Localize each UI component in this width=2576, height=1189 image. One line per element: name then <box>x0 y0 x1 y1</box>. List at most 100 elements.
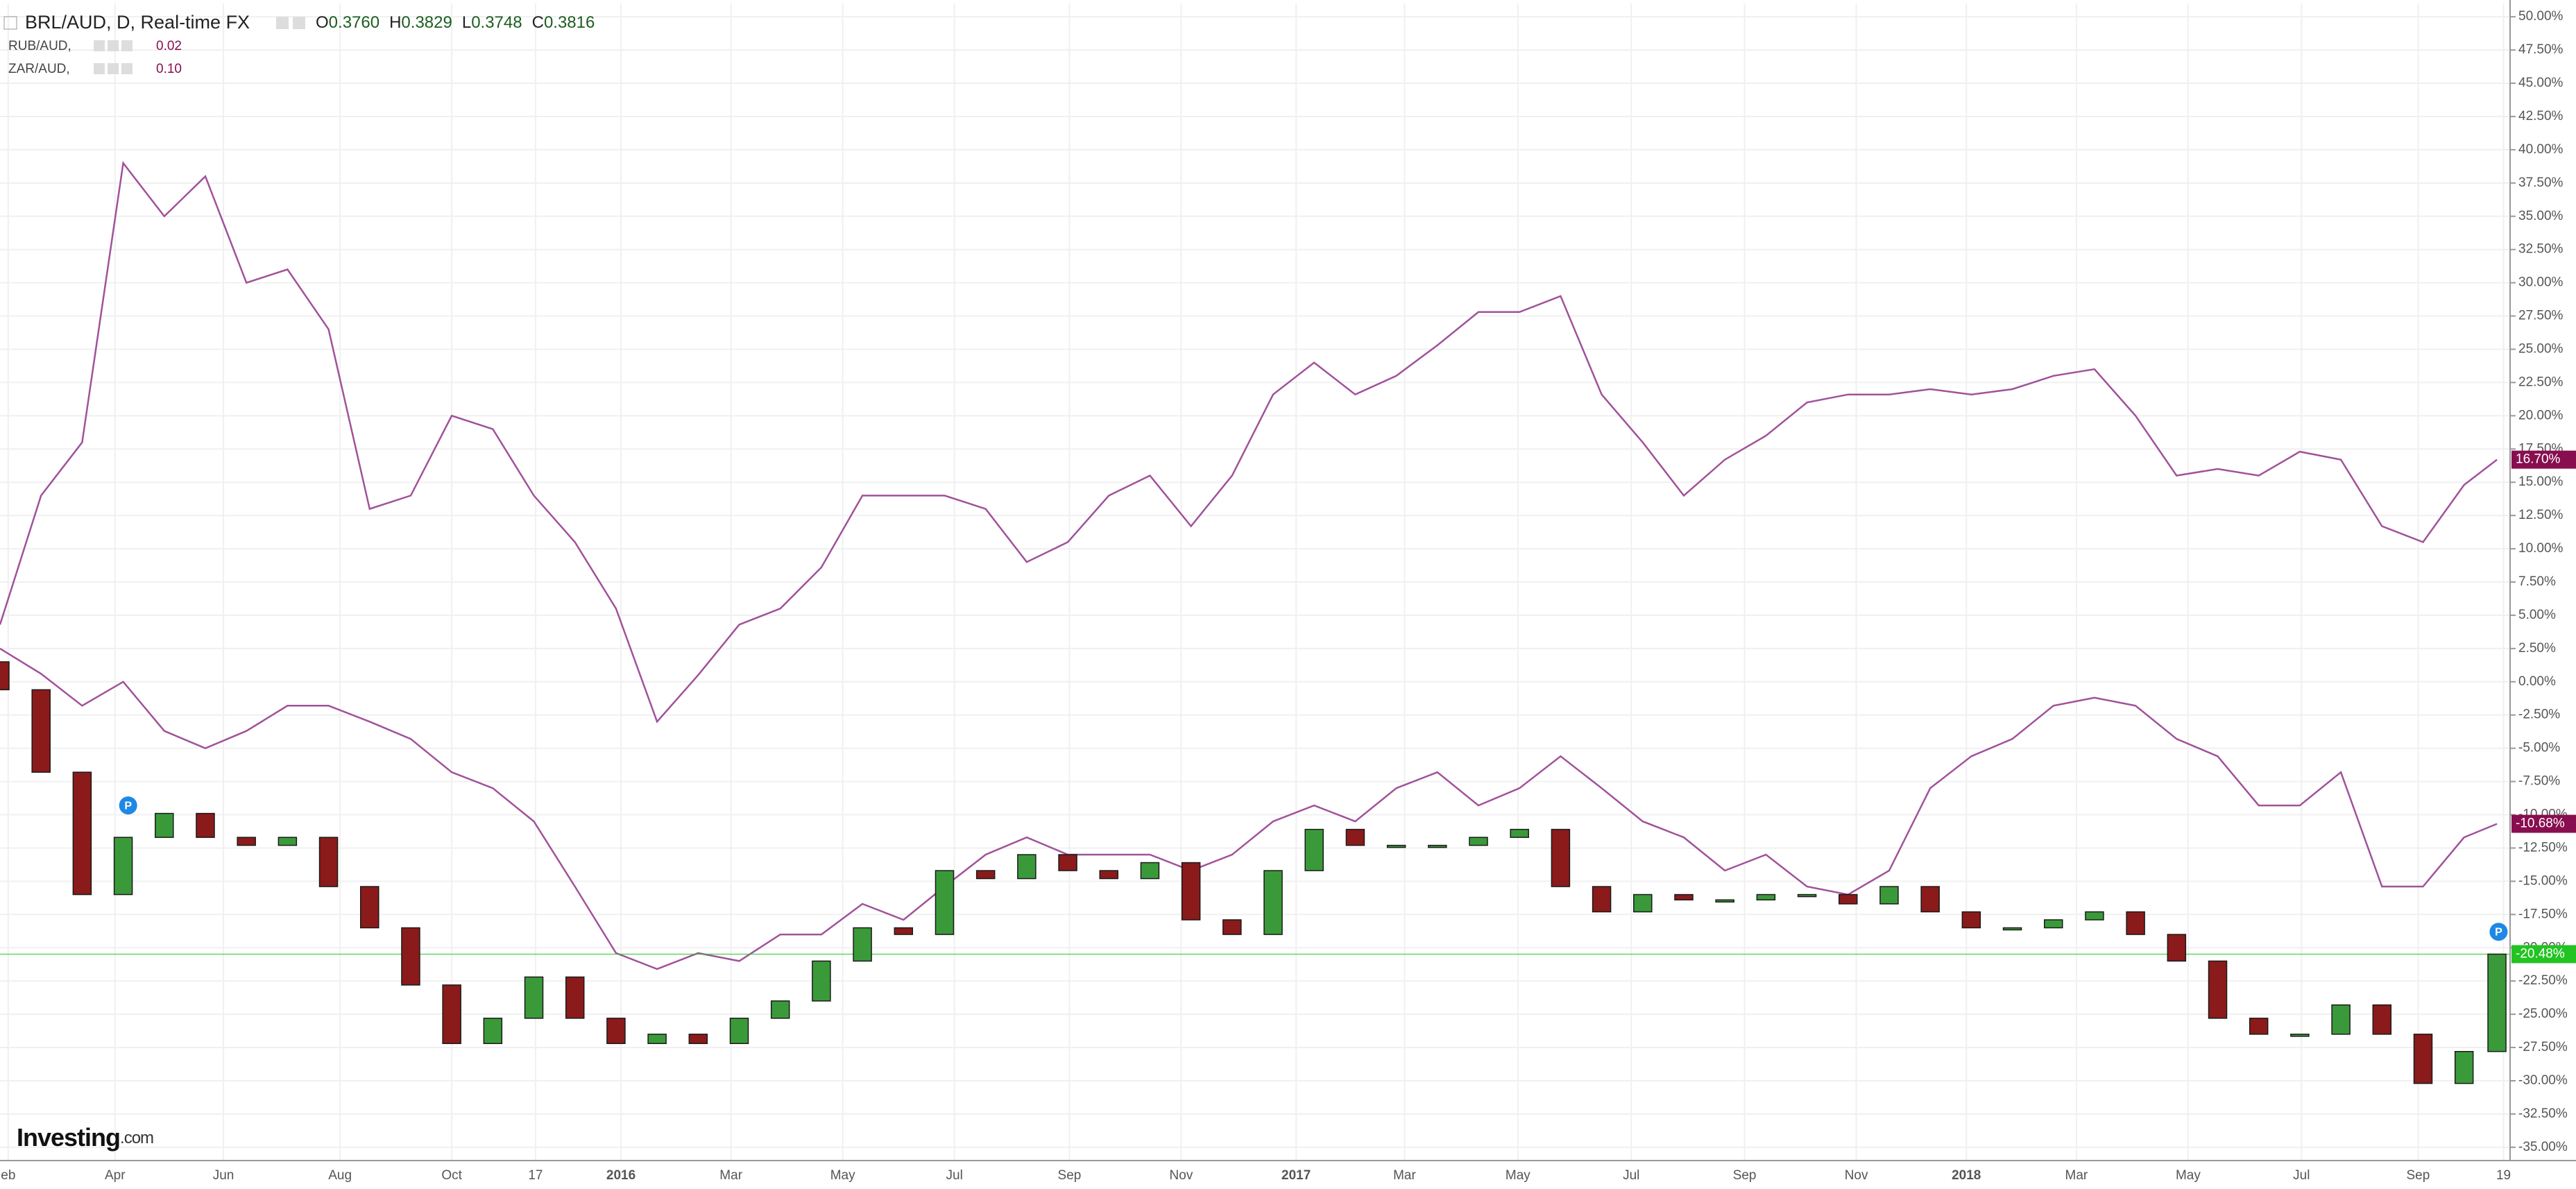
y-tick-label: -7.50% <box>2518 774 2560 789</box>
candle <box>1510 828 1529 838</box>
ohlc-value: 0.3748 <box>471 13 522 32</box>
candle <box>2249 1018 2269 1035</box>
price-tag <box>2511 450 2576 469</box>
ohlc-value: 0.3760 <box>329 13 379 32</box>
candle <box>812 960 831 1002</box>
legend-icon[interactable] <box>108 40 119 51</box>
logo-suffix: .com <box>120 1129 153 1147</box>
candle <box>1099 870 1119 880</box>
legend-value: 0.02 <box>156 39 182 53</box>
candle <box>565 976 585 1019</box>
legend-icon[interactable] <box>94 63 105 74</box>
candle <box>1058 854 1077 871</box>
y-tick-label: 37.50% <box>2518 176 2564 190</box>
candle <box>278 837 298 846</box>
legend-icon[interactable] <box>121 40 133 51</box>
candle <box>2487 953 2507 1052</box>
candle <box>483 1018 503 1045</box>
event-marker-label: P <box>124 800 132 812</box>
candle <box>1263 870 1283 935</box>
candle <box>72 771 92 896</box>
candle <box>1674 893 1694 900</box>
candle <box>2002 927 2022 931</box>
ohlc-key: O <box>316 13 329 32</box>
candle <box>1222 919 1242 935</box>
candle <box>360 886 379 929</box>
y-tick-label: -25.00% <box>2518 1007 2568 1021</box>
y-tick-label: 7.50% <box>2518 574 2556 589</box>
y-tick-label: -12.50% <box>2518 840 2568 855</box>
y-tick-label: 20.00% <box>2518 408 2564 422</box>
chart-title: BRL/AUD, D, Real-time FX <box>25 12 250 33</box>
candle <box>113 837 133 896</box>
y-tick-label: 25.00% <box>2518 341 2564 356</box>
y-tick-label: 15.00% <box>2518 474 2564 489</box>
candle <box>935 870 955 935</box>
format-icon[interactable] <box>293 17 305 29</box>
x-tick-label: Sep <box>1733 1168 1757 1183</box>
candle <box>975 870 996 880</box>
line <box>0 161 2498 724</box>
y-tick-label: 42.50% <box>2518 109 2564 123</box>
y-tick-label: -22.50% <box>2518 973 2568 988</box>
candle <box>688 1034 708 1045</box>
candle <box>1469 837 1488 846</box>
candle <box>1756 893 1776 900</box>
x-tick-label: May <box>1505 1168 1530 1183</box>
y-tick-label: 0.00% <box>2518 674 2556 689</box>
price-tag <box>2511 945 2576 964</box>
x-tick-label: eb <box>1 1168 15 1183</box>
candle <box>0 661 10 691</box>
x-tick-label: Nov <box>1170 1168 1193 1183</box>
y-tick-label: -5.00% <box>2518 741 2560 755</box>
y-tick-label: -27.50% <box>2518 1040 2568 1054</box>
collapse-icon[interactable] <box>3 16 17 30</box>
y-tick-label: 2.50% <box>2518 641 2556 656</box>
candle <box>2331 1004 2351 1035</box>
y-tick-label: -2.50% <box>2518 708 2560 722</box>
y-tick-label: 10.00% <box>2518 541 2564 556</box>
x-tick-label: Mar <box>719 1168 742 1183</box>
y-tick-label: -32.50% <box>2518 1106 2568 1121</box>
price-tag <box>2511 814 2576 833</box>
x-tick-label: Jul <box>1623 1168 1639 1183</box>
candle <box>1797 893 1817 898</box>
y-tick-label: -35.00% <box>2518 1140 2568 1154</box>
ohlc: O0.3760 H0.3829 L0.3748 C0.3816 <box>316 13 595 32</box>
candle <box>31 689 51 773</box>
y-tick-label: 47.50% <box>2518 42 2564 57</box>
candle <box>1633 893 1653 913</box>
x-tick-label: 17 <box>528 1168 543 1183</box>
legend-icon[interactable] <box>108 63 119 74</box>
legend-icon[interactable] <box>121 63 133 74</box>
candle <box>2454 1051 2474 1084</box>
candle <box>1017 854 1037 880</box>
x-tick-label: May <box>830 1168 855 1183</box>
x-tick-label: May <box>2176 1168 2201 1183</box>
y-tick-label: 12.50% <box>2518 508 2564 522</box>
settings-icon[interactable] <box>276 17 289 29</box>
ohlc-key: H <box>389 13 401 32</box>
x-tick-label: Sep <box>1058 1168 1082 1183</box>
y-tick-label: -15.00% <box>2518 873 2568 888</box>
legend-icon[interactable] <box>94 40 105 51</box>
candle <box>196 812 215 838</box>
candle <box>1428 844 1447 848</box>
legend-name: ZAR/AUD, <box>8 62 70 76</box>
candle <box>2044 919 2063 929</box>
x-tick-label: Apr <box>105 1168 126 1183</box>
ohlc-value: 0.3816 <box>544 13 595 32</box>
x-tick-label: Jul <box>2293 1168 2310 1183</box>
x-tick-label: Oct <box>441 1168 462 1183</box>
line <box>0 647 2498 970</box>
candle <box>1961 911 1981 929</box>
event-marker <box>119 796 137 815</box>
ohlc-key: C <box>532 13 544 32</box>
event-marker <box>2489 923 2508 941</box>
candle <box>606 1018 626 1045</box>
y-tick-label: 32.50% <box>2518 242 2564 257</box>
candle <box>894 927 914 935</box>
